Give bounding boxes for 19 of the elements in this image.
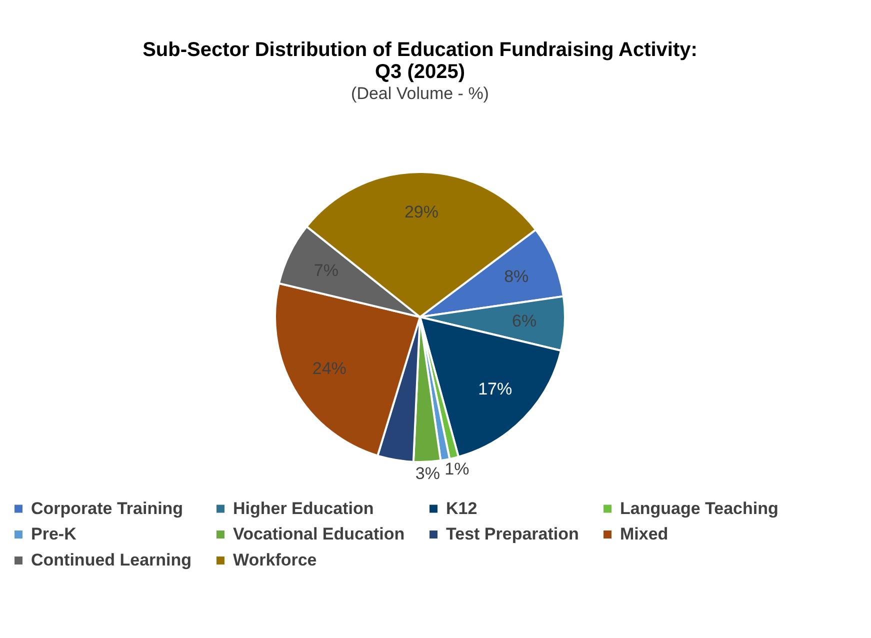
legend-label: Language Teaching [620,498,778,518]
data-label: 3% [415,464,440,483]
data-label: 17% [478,380,512,399]
data-label: 8% [504,266,529,286]
data-label: 24% [312,358,346,378]
legend-label: Corporate Training [31,498,184,518]
legend-label: Pre-K [31,524,78,544]
legend-label: Higher Education [233,498,374,518]
legend-label: Test Preparation [446,524,579,544]
chart-title: Sub-Sector Distribution of Education Fundraising Activity: Q3 (2025) [142,39,698,83]
legend-label: Mixed [620,524,668,544]
data-label: 29% [404,202,438,222]
chart-subtitle: (Deal Volume - %) [351,84,489,103]
data-label: 1% [444,460,470,479]
legend-label: Workforce [233,550,317,570]
legend-label: K12 [446,498,478,518]
data-label: 6% [512,312,537,331]
legend-label: Vocational Education [233,524,405,544]
legend-label: Continued Learning [31,550,192,570]
